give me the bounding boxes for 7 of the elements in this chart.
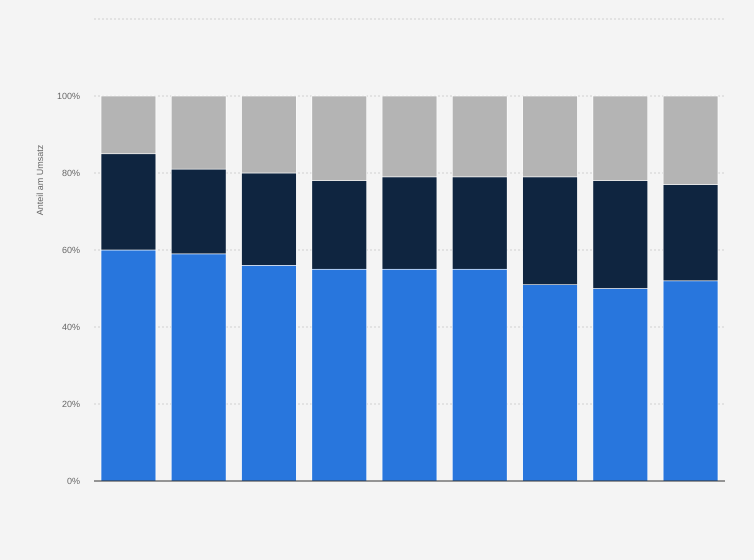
y-tick-label: 60% [62,244,80,255]
y-tick-label: 40% [62,322,80,332]
y-tick-label: 0% [66,476,80,486]
y-tick-label: 20% [62,398,80,409]
y-axis-title: Anteil am Umsatz [35,144,45,216]
y-tick-label: 100% [56,90,80,101]
y-tick-label: 80% [62,168,80,178]
